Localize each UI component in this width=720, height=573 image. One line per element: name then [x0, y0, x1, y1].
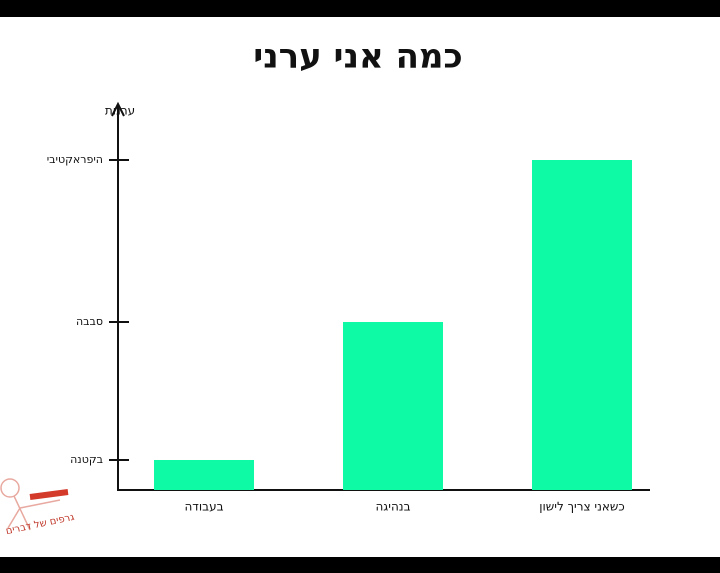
y-axis-title: ערנות: [105, 104, 135, 118]
x-tick-label: בנהיגה: [375, 500, 410, 514]
bar: [343, 322, 443, 490]
chart-title: כמה אני ערני: [253, 37, 463, 77]
x-tick-label: כשאני צריך לישון: [539, 500, 625, 514]
y-tick-label: סבבה: [76, 315, 103, 328]
bar: [532, 160, 632, 490]
bar: [154, 460, 254, 490]
y-tick-label: בקטנה: [70, 453, 103, 466]
bottom-bar: [0, 557, 720, 573]
x-tick-label: בעבודה: [184, 500, 223, 514]
y-axis-arrow: [111, 101, 125, 117]
y-tick-label: היפראקטיבי: [47, 153, 103, 166]
